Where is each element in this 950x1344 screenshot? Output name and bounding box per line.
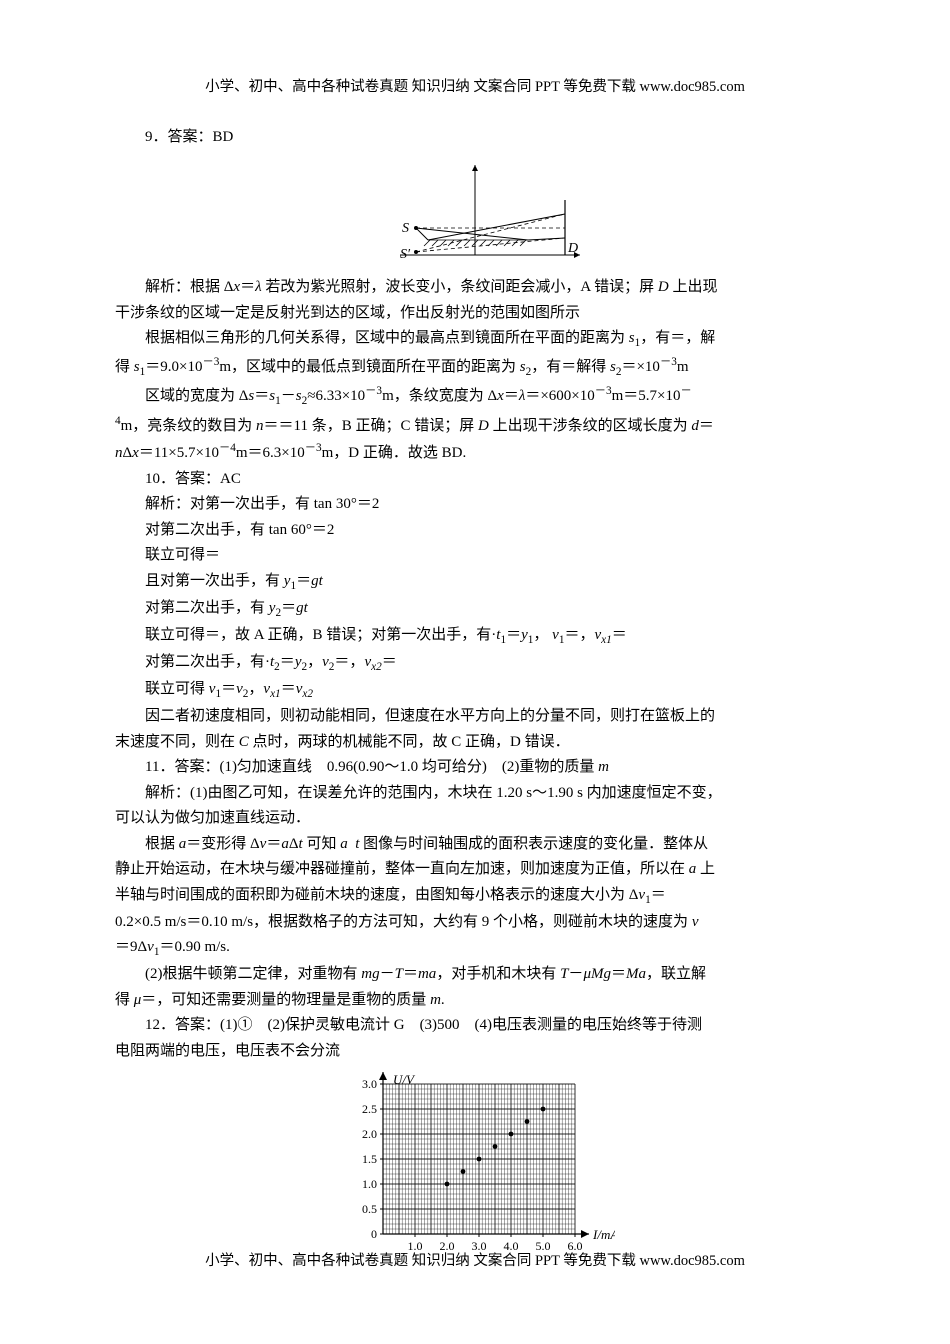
svg-text:U/V: U/V	[393, 1072, 416, 1087]
q10-l5: 且对第一次出手，有 y1＝gt	[115, 569, 835, 596]
svg-text:1.5: 1.5	[362, 1152, 377, 1166]
svg-text:3.0: 3.0	[362, 1077, 377, 1091]
label-D: D	[567, 241, 578, 256]
label-Sprime: S′	[400, 247, 411, 262]
q10-l10b: 末速度不同，则在 C 点时，两球的机械能不同，故 C 正确，D 错误．	[115, 730, 835, 756]
q10-l1: 10．答案：AC	[115, 467, 835, 493]
footer: 小学、初中、高中各种试卷真题 知识归纳 文案合同 PPT 等免费下载 www.d…	[0, 1249, 950, 1274]
q11-l9: 得 μ＝，可知还需要测量的物理量是重物的质量 m.	[115, 988, 835, 1014]
q11-l2b: 可以认为做匀加速直线运动．	[115, 806, 835, 832]
svg-text:2.0: 2.0	[362, 1127, 377, 1141]
q10-l9: 联立可得 v1＝v2，vx1＝vx2	[115, 677, 835, 704]
q10-l8: 对第二次出手，有·t2＝y2，v2＝，vx2＝	[115, 650, 835, 677]
header: 小学、初中、高中各种试卷真题 知识归纳 文案合同 PPT 等免费下载 www.d…	[115, 75, 835, 100]
q9-p2b: 得 s1＝9.0×10－3m，区域中的最低点到镜面所在平面的距离为 s2，有＝解…	[115, 353, 835, 382]
ui-chart: 00.51.01.52.02.53.01.02.03.04.05.06.0U/V…	[335, 1072, 615, 1262]
q9-p3b: 4m，亮条纹的数目为 n＝＝11 条，B 正确；C 错误；屏 D 上出现干涉条纹…	[115, 412, 835, 440]
label-S: S	[402, 221, 409, 236]
q10-l7: 联立可得＝，故 A 正确，B 错误；对第一次出手，有·t1＝y1， v1＝，vx…	[115, 623, 835, 650]
svg-text:1.0: 1.0	[362, 1177, 377, 1191]
q11-l3: 根据 a＝变形得 Δv＝aΔt 可知 a ­ t 图像与时间轴围成的面积表示速度…	[115, 832, 835, 858]
q11-l4: 静止开始运动，在木块与缓冲器碰撞前，整体一直向左加速，则加速度为正值，所以在 a…	[115, 857, 835, 883]
q10-l10a: 因二者初速度相同，则初动能相同，但速度在水平方向上的分量不同，则打在篮板上的	[115, 704, 835, 730]
q10-l3: 对第二次出手，有 tan 60°＝2	[115, 518, 835, 544]
q11-l5: 半轴与时间围成的面积即为碰前木块的速度，由图知每小格表示的速度大小为 Δv1＝	[115, 883, 835, 910]
q12-l1: 12．答案：(1)① (2)保护灵敏电流计 G (3)500 (4)电压表测量的…	[115, 1013, 835, 1039]
q10-l6: 对第二次出手，有 y2＝gt	[115, 596, 835, 623]
q9-figure: S S′ D	[360, 160, 590, 270]
q9-p1b: 干涉条纹的区域一定是反射光到达的区域，作出反射光的范围如图所示	[115, 301, 835, 327]
q9-p1: 解析：根据 Δx＝λ 若改为紫光照射，波长变小，条纹间距会减小，A 错误；屏 D…	[115, 275, 835, 301]
q9-p3: 区域的宽度为 Δs＝s1－s2≈6.33×10－3m，条纹宽度为 Δx＝λ＝×6…	[115, 382, 835, 411]
q9-answer: 9．答案：BD	[115, 125, 835, 151]
q9-p2: 根据相似三角形的几何关系得，区域中的最高点到镜面所在平面的距离为 s1，有＝，解	[115, 326, 835, 353]
q11-l2: 解析：(1)由图乙可知，在误差允许的范围内，木块在 1.20 s～1.90 s …	[115, 781, 835, 807]
svg-text:I/mA: I/mA	[592, 1227, 615, 1242]
page: 小学、初中、高中各种试卷真题 知识归纳 文案合同 PPT 等免费下载 www.d…	[0, 0, 950, 1344]
q11-l6: 0.2×0.5 m/s＝0.10 m/s，根据数格子的方法可知，大约有 9 个小…	[115, 910, 835, 936]
svg-text:0: 0	[371, 1227, 377, 1241]
q9-p3c: nΔx＝11×5.7×10－4m＝6.3×10－3m，D 正确．故选 BD.	[115, 439, 835, 467]
q12-l2: 电阻两端的电压，电压表不会分流	[115, 1039, 835, 1065]
q10-l4: 联立可得＝	[115, 543, 835, 569]
q11-l7: ＝9Δv1＝0.90 m/s.	[115, 935, 835, 962]
q10-l2: 解析：对第一次出手，有 tan 30°＝2	[115, 492, 835, 518]
svg-text:2.5: 2.5	[362, 1102, 377, 1116]
svg-text:0.5: 0.5	[362, 1202, 377, 1216]
q11-l8: (2)根据牛顿第二定律，对重物有 mg－T＝ma，对手机和木块有 T－μMg＝M…	[115, 962, 835, 988]
q11-l1: 11．答案：(1)匀加速直线 0.96(0.90～1.0 均可给分) (2)重物…	[115, 755, 835, 781]
